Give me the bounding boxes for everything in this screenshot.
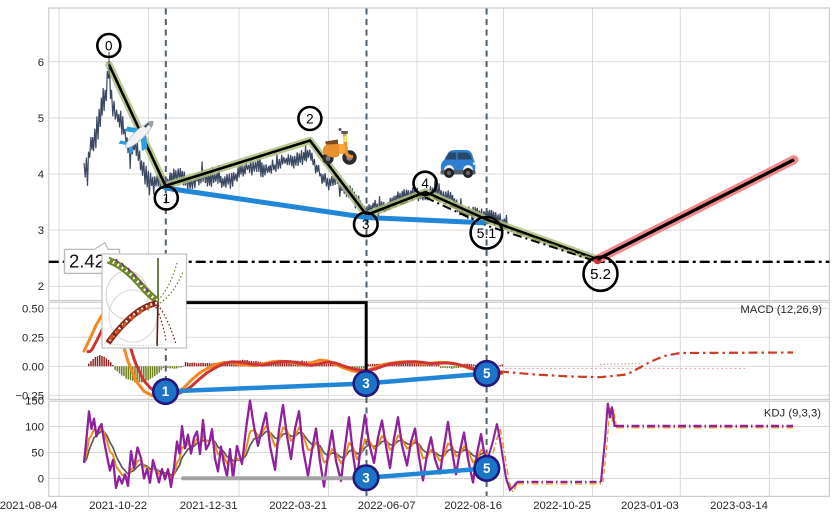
svg-text:50: 50 xyxy=(31,448,44,460)
svg-text:3: 3 xyxy=(362,376,370,391)
svg-text:KDJ (9,3,3): KDJ (9,3,3) xyxy=(764,408,821,420)
svg-text:3: 3 xyxy=(362,217,370,232)
svg-text:2: 2 xyxy=(306,111,314,126)
svg-text:0: 0 xyxy=(105,38,113,53)
svg-text:5: 5 xyxy=(483,366,491,381)
svg-text:4: 4 xyxy=(421,176,429,191)
svg-text:5.1: 5.1 xyxy=(477,225,497,241)
svg-text:4: 4 xyxy=(38,169,44,181)
svg-text:5: 5 xyxy=(38,113,44,125)
svg-text:5: 5 xyxy=(483,461,491,476)
svg-text:2022-08-16: 2022-08-16 xyxy=(444,500,502,512)
svg-text:2021-12-31: 2021-12-31 xyxy=(180,500,238,512)
svg-text:100: 100 xyxy=(25,422,44,434)
svg-text:1: 1 xyxy=(163,191,171,206)
svg-text:150: 150 xyxy=(25,396,44,408)
svg-text:6: 6 xyxy=(38,57,44,69)
svg-text:2021-08-04: 2021-08-04 xyxy=(0,500,58,512)
svg-text:2023-01-03: 2023-01-03 xyxy=(621,500,679,512)
svg-text:0.25: 0.25 xyxy=(22,332,44,344)
svg-text:0: 0 xyxy=(38,474,44,486)
svg-text:1: 1 xyxy=(162,384,170,399)
svg-text:2022-06-07: 2022-06-07 xyxy=(358,500,416,512)
svg-text:5.2: 5.2 xyxy=(590,266,611,283)
svg-text:2022-10-25: 2022-10-25 xyxy=(533,500,591,512)
svg-text:−0.25: −0.25 xyxy=(15,390,44,402)
svg-text:2023-03-14: 2023-03-14 xyxy=(710,500,768,512)
svg-text:3: 3 xyxy=(362,470,370,485)
svg-text:2021-10-22: 2021-10-22 xyxy=(89,500,147,512)
svg-text:0.50: 0.50 xyxy=(22,303,44,315)
svg-text:MACD (12,26,9): MACD (12,26,9) xyxy=(740,304,822,316)
svg-text:3: 3 xyxy=(38,225,44,237)
svg-text:0.00: 0.00 xyxy=(22,361,44,373)
svg-text:2022-03-21: 2022-03-21 xyxy=(269,500,327,512)
svg-text:2: 2 xyxy=(38,281,44,293)
